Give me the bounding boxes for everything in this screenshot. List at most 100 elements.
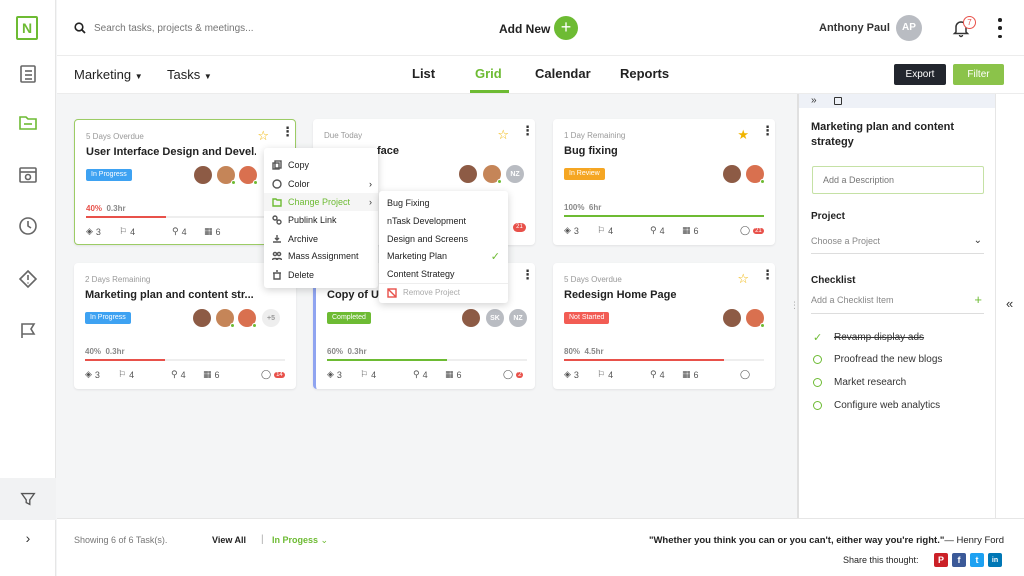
menu-item-mass-assignment[interactable]: Mass Assignment (264, 247, 378, 265)
status-filter-dropdown[interactable]: In Progess ⌄ (272, 535, 328, 546)
facebook-share-icon[interactable]: f (952, 553, 966, 567)
twitter-share-icon[interactable]: t (970, 553, 984, 567)
linkedin-share-icon[interactable]: in (988, 553, 1002, 567)
issues-alert-icon[interactable] (17, 268, 39, 290)
expand-sidebar-icon[interactable]: › (25, 530, 31, 546)
remove-project-option: Remove Project (379, 283, 508, 301)
status-badge: In Progress (85, 312, 131, 324)
notification-count-badge: 7 (963, 16, 976, 29)
attachments-count: ⚲ 4 (413, 369, 428, 380)
menu-item-copy[interactable]: Copy (264, 156, 378, 174)
checklist-item-done[interactable]: ✓ Revamp display ads (813, 331, 924, 344)
checklist-item[interactable]: Proofread the new blogs (813, 354, 942, 365)
tab-list[interactable]: List (412, 66, 436, 81)
avatar (462, 309, 480, 327)
search-input[interactable] (94, 19, 354, 37)
project-selector[interactable]: Marketing ▼ (74, 67, 143, 82)
comments-count[interactable]: ◯ 2 (503, 369, 524, 379)
star-outline-icon[interactable]: ☆ (257, 128, 269, 143)
extra-assignees[interactable]: +5 (262, 309, 280, 327)
task-card[interactable]: 1 Day Remaining ★ ⋮ Bug fixing In Review… (553, 119, 775, 245)
maximize-icon[interactable] (834, 97, 842, 105)
card-more-icon[interactable]: ⋮ (521, 123, 534, 138)
card-footer: ◈ 3 ⚐ 4 ⚲ 4 ▦ 6 ◯ (564, 369, 764, 383)
add-new-button[interactable]: + (554, 16, 578, 40)
task-card[interactable]: 5 Days Overdue ☆ ⋮ User Interface Design… (74, 119, 296, 245)
project-option[interactable]: nTask Development (387, 216, 467, 226)
avatar (239, 166, 258, 185)
comments-count[interactable]: ◯ (740, 369, 750, 380)
comments-count[interactable]: ◯ 21 (740, 225, 764, 235)
avatar (194, 166, 212, 184)
export-button[interactable]: Export (894, 64, 946, 85)
star-filled-icon[interactable]: ★ (737, 127, 749, 142)
project-option[interactable]: Content Strategy (387, 269, 455, 279)
card-more-icon[interactable]: ⋮ (761, 123, 774, 138)
progress-bar (85, 359, 285, 361)
project-dropdown[interactable]: Choose a Project ⌄ (811, 235, 984, 254)
project-option[interactable]: Bug Fixing (387, 198, 430, 208)
projects-folder-icon[interactable] (17, 111, 39, 133)
tab-grid[interactable]: Grid (475, 66, 502, 81)
menu-item-change-project[interactable]: Change Project › (264, 193, 378, 211)
user-name[interactable]: Anthony Paul (819, 22, 890, 34)
card-more-icon[interactable]: ⋮ (521, 267, 534, 282)
quote-text: "Whether you think you can or you can't,… (649, 535, 1004, 546)
double-chevron-left-icon[interactable]: « (1006, 296, 1014, 311)
top-bar: Add New + Anthony Paul AP 7 (57, 0, 1024, 56)
progress-text: 60% 0.3hr (327, 347, 367, 356)
progress-percent: 40% (85, 347, 102, 356)
task-card[interactable]: 2 Days Remaining Marketing plan and cont… (74, 263, 296, 389)
app-logo[interactable]: N (16, 16, 38, 40)
comment-icon: ◯ (740, 369, 751, 379)
add-icon[interactable]: + (974, 292, 982, 307)
star-outline-icon[interactable]: ☆ (497, 127, 509, 142)
checklist-item[interactable]: Configure web analytics (813, 400, 940, 411)
filter-button[interactable]: Filter (953, 64, 1004, 85)
avatar (746, 309, 765, 328)
checklist-item[interactable]: Market research (813, 377, 906, 388)
checklist-input[interactable]: Add a Checklist Item + (811, 292, 984, 314)
calendar-icon: ▦ (204, 226, 213, 236)
card-footer: ◈ 3 ⚐ 4 ⚲ 4 ▦ 6 ◯ 14 (85, 369, 285, 383)
menu-item-public-link[interactable]: Publink Link (264, 211, 378, 229)
card-more-icon[interactable]: ⋮ (281, 124, 294, 139)
calendar-icon: ▦ (682, 225, 691, 235)
add-new-label[interactable]: Add New (499, 22, 551, 36)
tasks-list-icon[interactable] (17, 63, 39, 85)
task-title: Copy of Us (327, 289, 386, 301)
caret-down-icon: ▼ (134, 72, 143, 81)
tab-reports[interactable]: Reports (620, 66, 670, 81)
tab-calendar[interactable]: Calendar (535, 66, 591, 81)
risks-flag-icon[interactable] (17, 320, 39, 342)
comments-count[interactable]: ◯ 14 (261, 369, 285, 379)
star-outline-icon[interactable]: ☆ (737, 271, 749, 286)
subtasks-count: ◈ 3 (85, 369, 100, 380)
task-card[interactable]: 5 Days Overdue ☆ ⋮ Redesign Home Page No… (553, 263, 775, 389)
project-option-selected[interactable]: Marketing Plan ✓ (379, 247, 508, 265)
view-all-link[interactable]: View All (212, 535, 247, 545)
paperclip-icon: ⚲ (171, 369, 178, 379)
more-menu-icon[interactable] (998, 18, 1002, 38)
filter-panel-toggle[interactable] (0, 478, 56, 520)
description-input[interactable] (812, 166, 984, 194)
panel-resize-handle[interactable]: ⋮ (790, 300, 799, 310)
pinterest-share-icon[interactable]: P (934, 553, 948, 567)
progress-text: 40% 0.3hr (85, 347, 125, 356)
user-avatar[interactable]: AP (896, 15, 922, 41)
flag-icon: ⚐ (597, 369, 606, 379)
project-field-label: Project (811, 211, 845, 222)
menu-item-archive[interactable]: Archive (264, 230, 378, 248)
subtasks-count: ◈ 3 (86, 226, 101, 237)
calendar-icon[interactable] (17, 163, 39, 185)
project-option[interactable]: Design and Screens (387, 234, 469, 244)
card-more-icon[interactable]: ⋮ (761, 267, 774, 282)
scope-selector[interactable]: Tasks ▼ (167, 67, 212, 82)
menu-item-delete[interactable]: Delete (264, 266, 378, 284)
double-chevron-right-icon[interactable]: » (811, 95, 817, 106)
timesheet-clock-icon[interactable] (17, 215, 39, 237)
progress-fill (564, 215, 764, 217)
menu-item-color[interactable]: Color › (264, 175, 378, 193)
time-logged: 0.3hr (106, 204, 126, 213)
funnel-icon (20, 492, 36, 506)
